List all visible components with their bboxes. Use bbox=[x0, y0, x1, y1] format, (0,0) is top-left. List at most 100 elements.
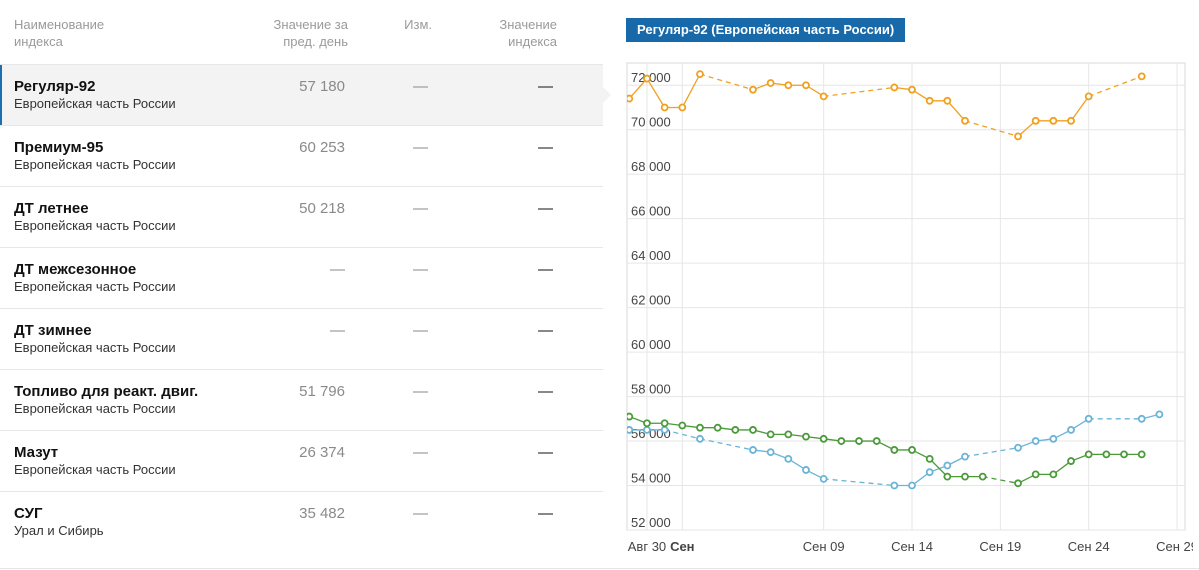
row-name: ДТ межсезонное bbox=[14, 261, 137, 278]
data-point[interactable] bbox=[961, 116, 969, 125]
row-change: — bbox=[413, 200, 428, 217]
data-point[interactable] bbox=[626, 426, 634, 434]
data-point[interactable] bbox=[1014, 443, 1022, 452]
table-row-dt-summer[interactable]: ДТ летнее Европейская часть России 50 21… bbox=[0, 186, 603, 247]
data-point[interactable] bbox=[626, 412, 634, 421]
data-point[interactable] bbox=[925, 468, 934, 477]
data-point[interactable] bbox=[713, 423, 722, 432]
data-point[interactable] bbox=[784, 454, 793, 463]
data-point[interactable] bbox=[749, 426, 757, 434]
data-point[interactable] bbox=[643, 426, 651, 434]
data-point[interactable] bbox=[1067, 116, 1075, 125]
series-segment bbox=[964, 120, 1019, 138]
data-point[interactable] bbox=[1014, 132, 1022, 141]
y-tick-label: 60 000 bbox=[631, 337, 671, 352]
data-point[interactable] bbox=[1137, 450, 1146, 459]
data-point[interactable] bbox=[660, 103, 669, 112]
data-point[interactable] bbox=[1067, 457, 1075, 465]
table-row-fuel-oil[interactable]: Мазут Европейская часть России 26 374 — … bbox=[0, 430, 603, 491]
data-point[interactable] bbox=[1137, 414, 1146, 423]
data-point[interactable] bbox=[1031, 116, 1040, 125]
data-point[interactable] bbox=[731, 426, 740, 434]
row-name: ДТ летнее bbox=[14, 200, 89, 217]
bottom-divider bbox=[0, 568, 1199, 569]
data-point[interactable] bbox=[696, 434, 704, 443]
row-region: Европейская часть России bbox=[14, 462, 176, 477]
data-point[interactable] bbox=[1014, 479, 1022, 488]
data-point[interactable] bbox=[837, 437, 846, 445]
data-point[interactable] bbox=[908, 446, 916, 454]
data-point[interactable] bbox=[961, 472, 969, 481]
data-point[interactable] bbox=[890, 481, 899, 490]
series-blue bbox=[626, 410, 1164, 490]
data-point[interactable] bbox=[961, 452, 969, 461]
data-point[interactable] bbox=[1031, 470, 1040, 479]
data-point[interactable] bbox=[1102, 450, 1111, 459]
data-point[interactable] bbox=[696, 423, 704, 432]
data-point[interactable] bbox=[696, 70, 704, 79]
table-row-lpg[interactable]: СУГ Урал и Сибирь 35 482 — — bbox=[0, 491, 603, 552]
data-point[interactable] bbox=[802, 432, 810, 441]
data-point[interactable] bbox=[819, 474, 828, 483]
data-point[interactable] bbox=[1155, 410, 1164, 419]
x-tick-label: Сен 14 bbox=[891, 539, 933, 554]
data-point[interactable] bbox=[766, 79, 775, 87]
data-point[interactable] bbox=[1084, 414, 1093, 423]
data-point[interactable] bbox=[908, 85, 916, 94]
data-point[interactable] bbox=[1137, 72, 1146, 81]
series-green bbox=[626, 412, 1146, 488]
data-point[interactable] bbox=[1067, 426, 1075, 434]
data-point[interactable] bbox=[678, 103, 687, 112]
data-point[interactable] bbox=[626, 94, 634, 103]
data-point[interactable] bbox=[1049, 434, 1058, 443]
data-point[interactable] bbox=[802, 466, 810, 474]
data-point[interactable] bbox=[749, 446, 757, 454]
data-point[interactable] bbox=[890, 446, 899, 454]
data-point[interactable] bbox=[784, 430, 793, 439]
data-point[interactable] bbox=[643, 419, 651, 428]
table-row-premium-95[interactable]: Премиум-95 Европейская часть России 60 2… bbox=[0, 125, 603, 186]
data-point[interactable] bbox=[749, 85, 757, 94]
chart-title[interactable]: Регуляр-92 (Европейская часть России) bbox=[626, 18, 906, 42]
x-tick-label: Сен bbox=[670, 539, 694, 554]
table-row-regular-92[interactable]: Регуляр-92 Европейская часть России 57 1… bbox=[0, 64, 611, 125]
data-point[interactable] bbox=[1120, 450, 1128, 459]
table-row-dt-offseason[interactable]: ДТ межсезонное Европейская часть России … bbox=[0, 247, 603, 308]
data-point[interactable] bbox=[643, 74, 651, 83]
data-point[interactable] bbox=[766, 448, 775, 457]
data-point[interactable] bbox=[784, 81, 793, 90]
header-value: Значение индекса bbox=[470, 16, 557, 50]
header-change: Изм. bbox=[404, 17, 432, 32]
data-point[interactable] bbox=[872, 437, 881, 445]
data-point[interactable] bbox=[802, 81, 810, 90]
data-point[interactable] bbox=[925, 454, 934, 463]
data-point[interactable] bbox=[1084, 450, 1093, 459]
data-point[interactable] bbox=[890, 83, 899, 92]
series-orange bbox=[626, 70, 1146, 141]
row-region: Европейская часть России bbox=[14, 401, 176, 416]
data-point[interactable] bbox=[819, 92, 828, 101]
data-point[interactable] bbox=[943, 461, 952, 470]
data-point[interactable] bbox=[943, 472, 952, 481]
row-region: Европейская часть России bbox=[14, 96, 176, 111]
data-point[interactable] bbox=[678, 421, 687, 430]
data-point[interactable] bbox=[1084, 92, 1093, 101]
data-point[interactable] bbox=[819, 434, 828, 443]
data-point[interactable] bbox=[660, 419, 669, 428]
data-point[interactable] bbox=[1049, 470, 1058, 479]
data-point[interactable] bbox=[1031, 437, 1040, 445]
x-tick-label: Сен 29 bbox=[1156, 539, 1193, 554]
table-row-dt-winter[interactable]: ДТ зимнее Европейская часть России — — — bbox=[0, 308, 603, 369]
data-point[interactable] bbox=[660, 426, 669, 434]
row-prev-value: 57 180 bbox=[299, 78, 345, 95]
table-row-jet-fuel[interactable]: Топливо для реакт. двиг. Европейская час… bbox=[0, 369, 603, 430]
data-point[interactable] bbox=[978, 472, 987, 481]
data-point[interactable] bbox=[1049, 116, 1058, 125]
data-point[interactable] bbox=[766, 430, 775, 439]
data-point[interactable] bbox=[943, 96, 952, 105]
data-point[interactable] bbox=[925, 96, 934, 105]
data-point[interactable] bbox=[855, 437, 863, 445]
series-segment bbox=[946, 100, 966, 122]
table-header: Наименование индекса Значение за пред. д… bbox=[0, 0, 603, 64]
data-point[interactable] bbox=[908, 481, 916, 490]
